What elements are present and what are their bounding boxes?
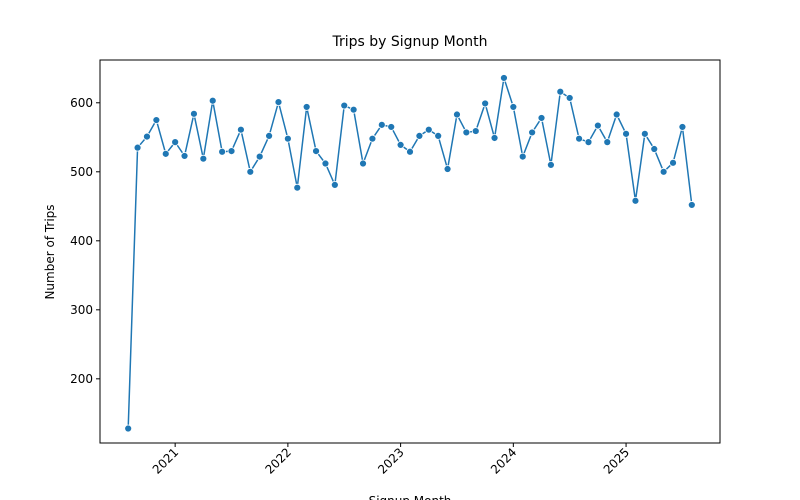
marker xyxy=(556,87,565,96)
marker xyxy=(565,94,574,102)
y-tick-label: 300 xyxy=(70,303,93,317)
marker xyxy=(462,128,471,137)
marker xyxy=(387,123,396,131)
marker xyxy=(434,132,443,140)
marker xyxy=(612,110,621,119)
marker xyxy=(237,125,245,134)
marker xyxy=(631,196,640,205)
marker xyxy=(603,138,612,147)
marker xyxy=(293,183,302,192)
marker xyxy=(640,129,649,138)
marker xyxy=(537,114,546,122)
marker xyxy=(443,165,452,173)
marker xyxy=(490,134,499,142)
marker xyxy=(330,181,339,189)
marker xyxy=(659,167,668,176)
marker xyxy=(321,159,330,168)
marker xyxy=(678,123,687,131)
x-tick-label: 2022 xyxy=(263,445,294,476)
x-tick-label: 2025 xyxy=(601,445,632,476)
marker xyxy=(180,152,189,160)
x-axis-label: Signup Month xyxy=(369,494,452,500)
marker xyxy=(453,110,461,119)
y-axis-label: Number of Trips xyxy=(43,204,57,299)
x-tick-label: 2021 xyxy=(150,445,181,476)
marker xyxy=(143,132,151,141)
marker xyxy=(471,127,480,135)
marker xyxy=(359,159,367,168)
marker xyxy=(687,201,696,209)
marker xyxy=(246,167,255,176)
x-tick-label: 2024 xyxy=(488,445,519,476)
marker xyxy=(377,120,386,129)
plot-frame xyxy=(99,59,721,444)
marker xyxy=(283,134,292,143)
marker xyxy=(208,96,217,105)
y-tick-label: 500 xyxy=(70,165,93,179)
marker xyxy=(593,121,602,130)
marker xyxy=(255,152,264,161)
marker xyxy=(227,147,236,155)
marker xyxy=(340,101,349,110)
marker xyxy=(190,109,198,118)
marker xyxy=(171,138,180,147)
marker xyxy=(368,134,377,143)
chart-title: Trips by Signup Month xyxy=(331,34,487,50)
marker xyxy=(509,103,518,111)
marker xyxy=(199,154,208,163)
marker xyxy=(528,128,537,137)
y-tick-label: 600 xyxy=(70,96,93,110)
marker xyxy=(406,147,414,156)
marker xyxy=(274,98,283,106)
marker xyxy=(133,143,142,152)
marker xyxy=(669,158,677,167)
marker xyxy=(547,160,555,169)
marker xyxy=(424,125,433,134)
marker xyxy=(302,103,311,111)
marker xyxy=(415,132,424,140)
marker xyxy=(518,152,527,161)
marker xyxy=(396,140,405,149)
marker xyxy=(218,147,227,156)
marker xyxy=(349,105,358,114)
marker xyxy=(161,149,170,158)
line xyxy=(127,77,693,429)
marker xyxy=(152,116,161,124)
marker xyxy=(500,74,508,82)
marker xyxy=(265,132,273,140)
marker xyxy=(650,145,659,153)
marker xyxy=(622,129,630,138)
marker xyxy=(312,147,320,155)
y-tick-label: 200 xyxy=(70,372,93,386)
x-tick-label: 2023 xyxy=(375,445,406,476)
marker xyxy=(584,138,593,147)
marker xyxy=(481,99,490,108)
y-tick-label: 400 xyxy=(70,234,93,248)
marker xyxy=(575,134,583,143)
marker xyxy=(124,424,133,433)
